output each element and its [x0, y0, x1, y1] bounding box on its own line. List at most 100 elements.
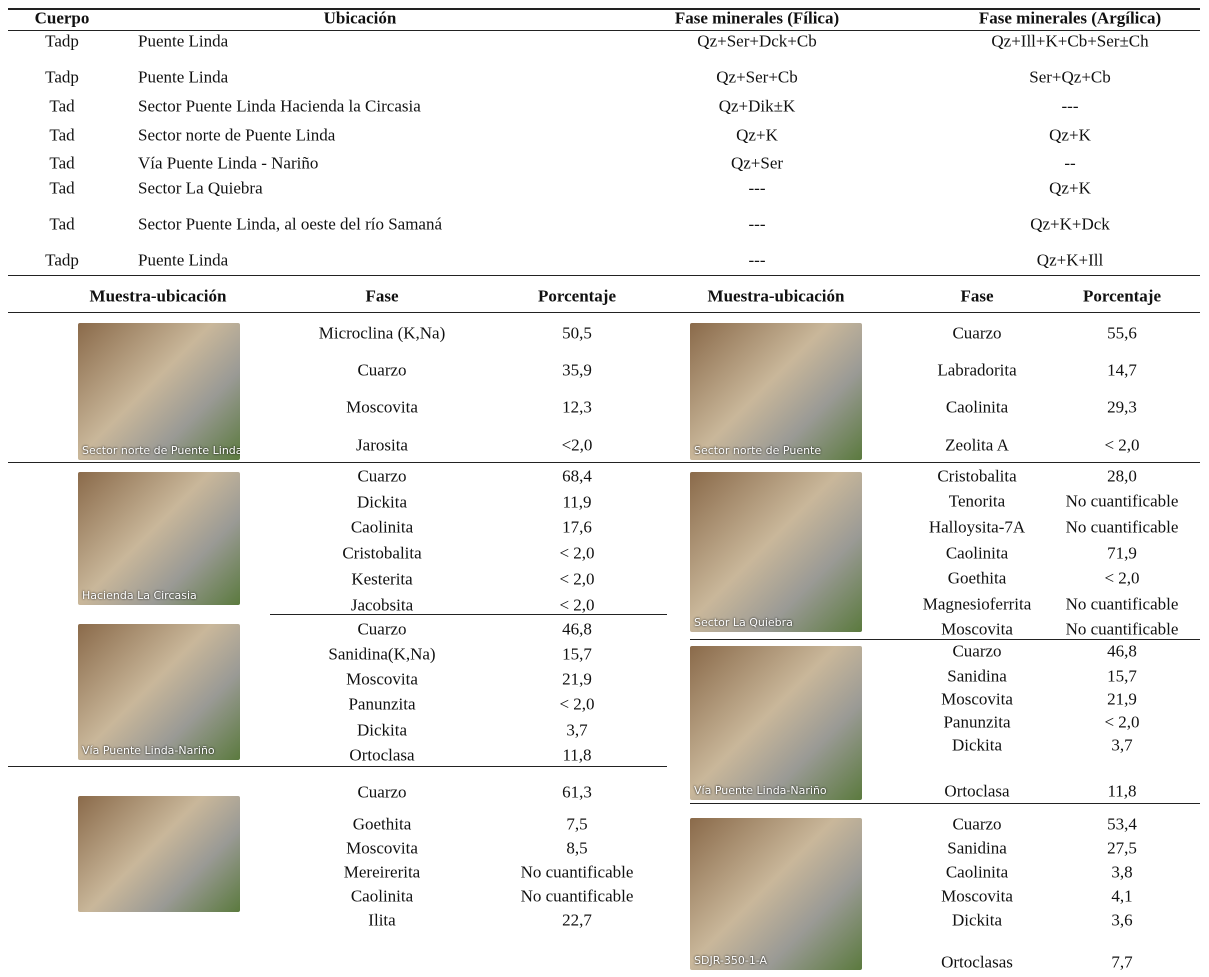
table-cell: Qz+Ser+Dck+Cb — [697, 31, 817, 51]
rule — [270, 614, 667, 615]
table-cell: Vía Puente Linda - Nariño — [138, 153, 319, 173]
rule — [8, 30, 1200, 31]
rule — [8, 312, 1200, 313]
sample-photo: Vía Puente Linda-Nariño — [690, 646, 862, 800]
table-cell: Tad — [49, 96, 75, 116]
phase-percent: 71,9 — [1107, 543, 1137, 563]
table-cell: --- — [748, 214, 766, 234]
table-cell: Ser+Qz+Cb — [1029, 67, 1111, 87]
phase-name: Moscovita — [346, 838, 418, 858]
rule — [8, 766, 667, 767]
phase-name: Caolinita — [945, 397, 1009, 417]
phase-percent: 50,5 — [562, 323, 592, 343]
phase-name: Cuarzo — [357, 782, 407, 802]
sample-photo: Sector La Quiebra — [690, 472, 862, 632]
phase-name: Cuarzo — [952, 814, 1002, 834]
phase-name: Halloysita-7A — [928, 517, 1026, 537]
sample-photo: Hacienda La Circasia — [78, 472, 240, 605]
table-cell: Tadp — [45, 31, 79, 51]
phase-name: Dickita — [951, 910, 1003, 930]
phase-percent: 21,9 — [1107, 689, 1137, 709]
phase-name: Moscovita — [346, 397, 418, 417]
phase-name: Goethita — [947, 568, 1007, 588]
phase-percent: No cuantificable — [1065, 491, 1179, 511]
phase-name: Moscovita — [941, 689, 1013, 709]
phase-name: Dickita — [356, 720, 408, 740]
table-cell: Qz+Ser — [730, 153, 784, 173]
phase-name: Tenorita — [948, 491, 1006, 511]
phase-percent: 35,9 — [562, 360, 592, 380]
phase-percent: 46,8 — [562, 619, 592, 639]
phase-percent: 46,8 — [1107, 641, 1137, 661]
table-cell: Qz+K — [1049, 178, 1091, 198]
phase-percent: < 2,0 — [1104, 568, 1140, 588]
phase-name: Microclina (K,Na) — [318, 323, 446, 343]
sample-photo — [78, 796, 240, 912]
phase-name: Dickita — [356, 492, 408, 512]
table-cell: --- — [748, 178, 766, 198]
table-cell: Sector La Quiebra — [138, 178, 263, 198]
phase-name: Moscovita — [941, 886, 1013, 906]
phase-name: Magnesioferrita — [922, 594, 1032, 614]
phase-percent: 53,4 — [1107, 814, 1137, 834]
phase-percent: 29,3 — [1107, 397, 1137, 417]
table-cell: Qz+K+Ill — [1036, 250, 1104, 270]
phase-name: Ortoclasa — [349, 745, 415, 765]
table-cell: --- — [1061, 96, 1079, 116]
rule — [690, 803, 1200, 804]
table-cell: Qz+K+Dck — [1030, 214, 1110, 234]
phase-percent: 61,3 — [562, 782, 592, 802]
phase-percent: No cuantificable — [1065, 619, 1179, 639]
phase-percent: 28,0 — [1107, 466, 1137, 486]
phase-percent: 11,9 — [562, 492, 592, 512]
column-header: Cuerpo — [34, 8, 90, 28]
table-cell: Puente Linda — [138, 250, 229, 270]
phase-percent: 12,3 — [562, 397, 592, 417]
column-header: Ubicación — [323, 8, 397, 28]
column-header: Fase minerales (Argílica) — [978, 8, 1162, 28]
phase-name: Cuarzo — [952, 323, 1002, 343]
phase-percent: <2,0 — [561, 435, 593, 455]
phase-percent: < 2,0 — [559, 595, 595, 615]
photo-caption: Vía Puente Linda-Nariño — [694, 784, 827, 797]
phase-percent: 4,1 — [1111, 886, 1133, 906]
phase-percent: 3,7 — [566, 720, 588, 740]
photo-caption: SDJR-350-1-A — [694, 954, 768, 967]
column-header: Fase — [365, 286, 399, 306]
column-header: Porcentaje — [1082, 286, 1162, 306]
table-cell: Puente Linda — [138, 67, 229, 87]
phase-name: Goethita — [352, 814, 412, 834]
phase-name: Caolinita — [945, 543, 1009, 563]
phase-percent: 3,8 — [1111, 862, 1133, 882]
phase-percent: 68,4 — [562, 466, 592, 486]
column-header: Muestra-ubicación — [707, 286, 845, 306]
phase-name: Moscovita — [941, 619, 1013, 639]
phase-name: Caolinita — [350, 886, 414, 906]
phase-percent: No cuantificable — [520, 862, 634, 882]
phase-name: Cuarzo — [952, 641, 1002, 661]
phase-name: Labradorita — [937, 360, 1017, 380]
phase-name: Caolinita — [945, 862, 1009, 882]
table-cell: Qz+K — [736, 125, 778, 145]
phase-percent: No cuantificable — [1065, 594, 1179, 614]
table-cell: --- — [748, 250, 766, 270]
phase-percent: No cuantificable — [1065, 517, 1179, 537]
phase-name: Sanidina — [947, 838, 1007, 858]
photo-caption: Hacienda La Circasia — [82, 589, 197, 602]
table-cell: Puente Linda — [138, 31, 229, 51]
phase-name: Cuarzo — [357, 360, 407, 380]
photo-caption: Vía Puente Linda-Nariño — [82, 744, 215, 757]
table-cell: Qz+Ser+Cb — [716, 67, 798, 87]
phase-percent: 11,8 — [562, 745, 592, 765]
column-header: Muestra-ubicación — [89, 286, 227, 306]
phase-percent: 7,7 — [1111, 952, 1133, 972]
phase-percent: < 2,0 — [559, 569, 595, 589]
phase-name: Ilita — [368, 910, 396, 930]
phase-name: Ortoclasas — [941, 952, 1013, 972]
phase-name: Cuarzo — [357, 619, 407, 639]
rule — [8, 8, 1200, 10]
phase-percent: < 2,0 — [559, 694, 595, 714]
table-cell: Tad — [49, 178, 75, 198]
table-cell: Tadp — [45, 67, 79, 87]
